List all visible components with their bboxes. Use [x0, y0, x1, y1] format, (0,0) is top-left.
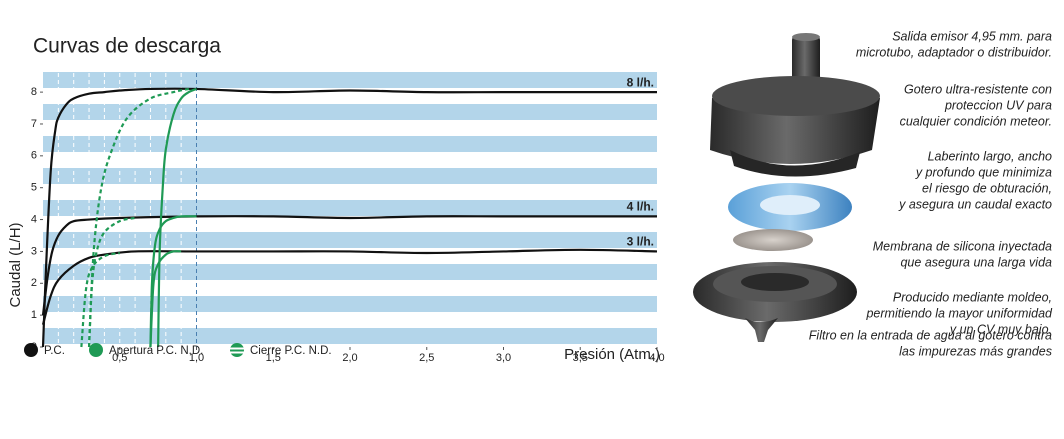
y-tick-label: 1 — [31, 309, 37, 321]
x-tick-label: 3,0 — [496, 352, 511, 364]
series-line — [41, 215, 657, 316]
annotation-text: Gotero ultra-resistente con — [904, 82, 1052, 96]
y-axis-label: Caudal (L/H) — [7, 222, 24, 307]
annotation-text: Laberinto largo, ancho — [928, 149, 1052, 163]
stripe — [43, 200, 657, 216]
annotation-text: y profundo que minimiza — [915, 165, 1052, 179]
x-tick-label: 2,0 — [342, 352, 357, 364]
legend-marker-stripe — [229, 347, 245, 350]
legend-label: Apertura P.C. N.D. — [109, 345, 203, 357]
annotations: Salida emisor 4,95 mm. para microtubo, ad… — [809, 29, 1053, 358]
x-tick-label: 1,5 — [266, 352, 281, 364]
x-tick-label: 2,5 — [419, 352, 434, 364]
annotation-text: el riesgo de obturación, — [922, 181, 1052, 195]
annotation-text: que asegura una larga vida — [900, 255, 1052, 269]
legend-label: P.C. — [44, 345, 65, 357]
y-tick-label: 4 — [31, 213, 37, 225]
series-line — [80, 251, 120, 348]
annotation-text: las impurezas más grandes — [899, 344, 1052, 358]
plot-background — [43, 72, 657, 347]
annotation-text: permitiendo la mayor uniformidad — [865, 306, 1053, 320]
y-tick-label: 8 — [31, 86, 37, 98]
y-tick-label: 5 — [31, 182, 37, 194]
annotation-text: microtubo, adaptador o distribuidor. — [856, 45, 1052, 59]
series-line — [149, 215, 197, 348]
chart-title: Curvas de descarga — [33, 35, 221, 58]
legend-marker-stripe — [229, 351, 245, 354]
x-tick-label: 4,0 — [649, 352, 664, 364]
y-tick-label: 2 — [31, 277, 37, 289]
series-line — [41, 248, 658, 325]
y-tick-label: 7 — [31, 118, 37, 130]
annotation-text: cualquier condición meteor. — [900, 114, 1052, 128]
annotation-text: y un CV muy bajo. — [949, 322, 1052, 336]
annotation-text: proteccion UV para — [944, 98, 1052, 112]
x-tick-label: 0,5 — [112, 352, 127, 364]
legend-label: Cierre P.C. N.D. — [250, 345, 332, 357]
series-line — [87, 87, 190, 348]
dripper-illustration — [693, 33, 880, 342]
legend-marker — [89, 343, 103, 357]
curve-label: 3 l/h. — [627, 235, 654, 249]
legend-marker — [24, 343, 38, 357]
series-line — [41, 87, 657, 348]
y-tick-label: 6 — [31, 150, 37, 162]
series-line — [157, 87, 197, 348]
legend-marker — [230, 343, 244, 357]
annotation-text: Salida emisor 4,95 mm. para — [892, 29, 1052, 43]
x-axis-label: Presión (Atm.) — [564, 346, 660, 363]
annotation-text: Membrana de silicona inyectada — [873, 239, 1052, 253]
series-line — [149, 250, 182, 348]
series-line — [87, 216, 136, 348]
annotation-text: Producido mediante moldeo, — [893, 290, 1052, 304]
x-tick-label: 3,5 — [573, 352, 588, 364]
annotation-text: y asegura un caudal exacto — [898, 197, 1052, 211]
curve-label: 8 l/h. — [627, 75, 654, 89]
annotation-text: Filtro en la entrada de agua al gotero c… — [809, 328, 1052, 342]
curve-label: 4 l/h. — [627, 200, 654, 214]
y-tick-label: 3 — [31, 245, 37, 257]
x-tick-label: 1,0 — [189, 352, 204, 364]
